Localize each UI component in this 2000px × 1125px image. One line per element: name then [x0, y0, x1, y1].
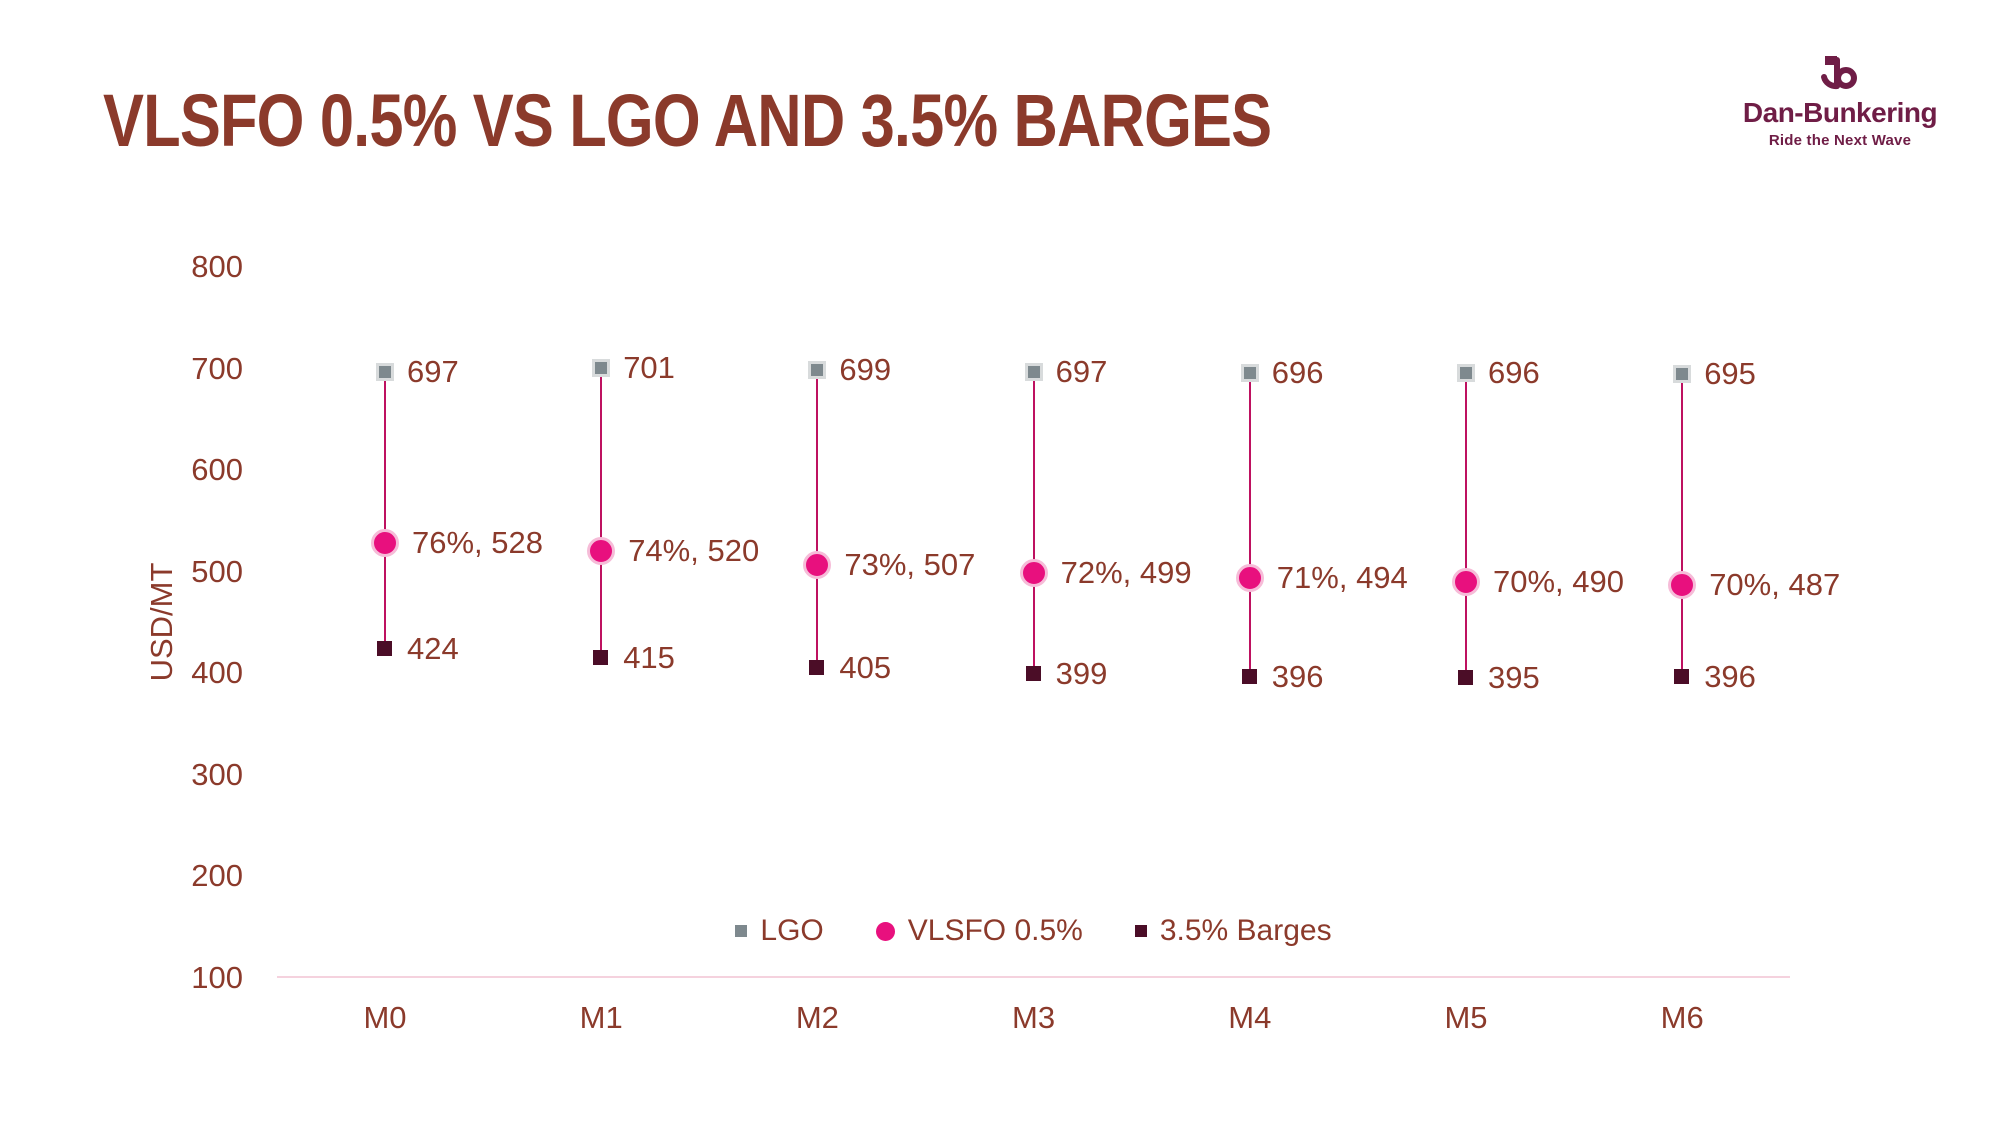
barges-marker-m5 — [1458, 670, 1473, 686]
x-axis-line — [277, 976, 1790, 978]
lgo-value-label-m5: 696 — [1488, 354, 1540, 390]
lgo-marker-m1 — [592, 358, 611, 377]
lgo-value-label-m2: 699 — [839, 351, 892, 387]
lgo-marker-m2 — [808, 360, 827, 379]
barges-value-label-m2: 405 — [839, 650, 892, 686]
lgo-value-label-m1: 701 — [623, 349, 675, 385]
lgo-value-label-m0: 697 — [407, 353, 459, 389]
lgo-marker-m5 — [1457, 363, 1475, 382]
connector-line-m1 — [600, 367, 603, 659]
connector-line-m4 — [1248, 372, 1251, 678]
legend: LGO VLSFO 0.5% 3.5% Barges — [277, 908, 1790, 954]
legend-label-barges: 3.5% Barges — [1159, 914, 1332, 947]
vlsfo-marker-m4 — [1235, 563, 1264, 592]
x-tick-label-m4: M4 — [1228, 1000, 1272, 1035]
lgo-value-label-m6: 695 — [1704, 355, 1756, 391]
connector-line-m5 — [1465, 372, 1467, 679]
x-tick-label-m0: M0 — [363, 1000, 407, 1035]
vlsfo-value-label-m6: 70%, 487 — [1709, 566, 1841, 602]
y-tick-label-300: 300 — [191, 756, 243, 792]
connector-line-m6 — [1681, 373, 1684, 678]
y-tick-label-600: 600 — [191, 452, 243, 488]
vlsfo-marker-m5 — [1452, 567, 1480, 596]
x-tick-label-m1: M1 — [579, 1000, 623, 1035]
lgo-value-label-m4: 696 — [1271, 354, 1324, 390]
barges-marker-m4 — [1241, 669, 1257, 685]
lgo-marker-m3 — [1024, 362, 1043, 381]
y-tick-label-400: 400 — [191, 655, 243, 691]
y-tick-label-100: 100 — [191, 960, 243, 995]
y-tick-label-200: 200 — [191, 858, 243, 894]
lgo-value-label-m3: 697 — [1055, 353, 1108, 389]
vlsfo-marker-m3 — [1019, 558, 1048, 587]
x-tick-label-m5: M5 — [1444, 1000, 1488, 1035]
connector-line-m0 — [384, 371, 386, 649]
y-tick-label-800: 800 — [191, 249, 243, 284]
anchor-logo-icon — [1821, 56, 1857, 90]
barges-value-label-m4: 396 — [1271, 659, 1324, 695]
x-tick-label-m6: M6 — [1660, 1000, 1704, 1035]
dan-bunkering-logo: Dan-Bunkering Ride the Next Wave — [1735, 52, 1945, 149]
logo-flag-shape — [1825, 56, 1837, 65]
y-tick-label-500: 500 — [191, 553, 243, 589]
lgo-marker-m4 — [1240, 363, 1259, 382]
barges-value-label-m1: 415 — [623, 640, 675, 676]
barges-value-label-m0: 424 — [407, 630, 459, 666]
lgo-marker-m6 — [1673, 364, 1692, 383]
logo-name: Dan-Bunkering — [1742, 97, 1938, 128]
barges-marker-m2 — [809, 660, 825, 676]
x-tick-label-m3: M3 — [1012, 1000, 1056, 1035]
barges-marker-m1 — [593, 650, 609, 666]
vlsfo-marker-m0 — [371, 529, 399, 558]
vlsfo-marker-m6 — [1668, 570, 1697, 599]
barges-marker-m6 — [1674, 669, 1690, 685]
chart-title: VLSFO 0.5% VS LGO AND 3.5% BARGES — [103, 79, 1272, 162]
lgo-marker-m0 — [376, 362, 394, 381]
vlsfo-value-label-m4: 71%, 494 — [1276, 559, 1408, 595]
vlsfo-value-label-m1: 74%, 520 — [628, 533, 760, 569]
legend-item-lgo: LGO — [735, 914, 824, 948]
legend-label-vlsfo: VLSFO 0.5% — [907, 914, 1083, 947]
vlsfo-marker-m2 — [803, 550, 832, 579]
barges-marker-m3 — [1025, 666, 1041, 682]
y-tick-label-700: 700 — [191, 350, 243, 386]
vlsfo-value-label-m0: 76%, 528 — [412, 525, 543, 561]
vlsfo-value-label-m3: 72%, 499 — [1060, 554, 1192, 590]
barges-value-label-m6: 396 — [1704, 659, 1756, 695]
barges-value-label-m3: 399 — [1055, 656, 1108, 692]
connector-line-m3 — [1032, 371, 1035, 675]
vlsfo-legend-circle-icon — [875, 921, 895, 941]
barges-marker-m0 — [377, 640, 392, 656]
barges-legend-square-icon — [1134, 925, 1147, 937]
vlsfo-value-label-m2: 73%, 507 — [844, 546, 976, 582]
barges-value-label-m5: 395 — [1488, 660, 1540, 696]
lgo-legend-square-icon — [735, 925, 748, 937]
logo-tagline: Ride the Next Wave — [1768, 132, 1912, 149]
connector-line-m2 — [816, 369, 819, 669]
legend-item-vlsfo: VLSFO 0.5% — [875, 914, 1083, 948]
legend-item-barges: 3.5% Barges — [1134, 914, 1332, 948]
vlsfo-value-label-m5: 70%, 490 — [1493, 563, 1624, 599]
x-tick-label-m2: M2 — [795, 1000, 839, 1035]
legend-label-lgo: LGO — [760, 914, 824, 947]
vlsfo-marker-m1 — [587, 537, 616, 566]
